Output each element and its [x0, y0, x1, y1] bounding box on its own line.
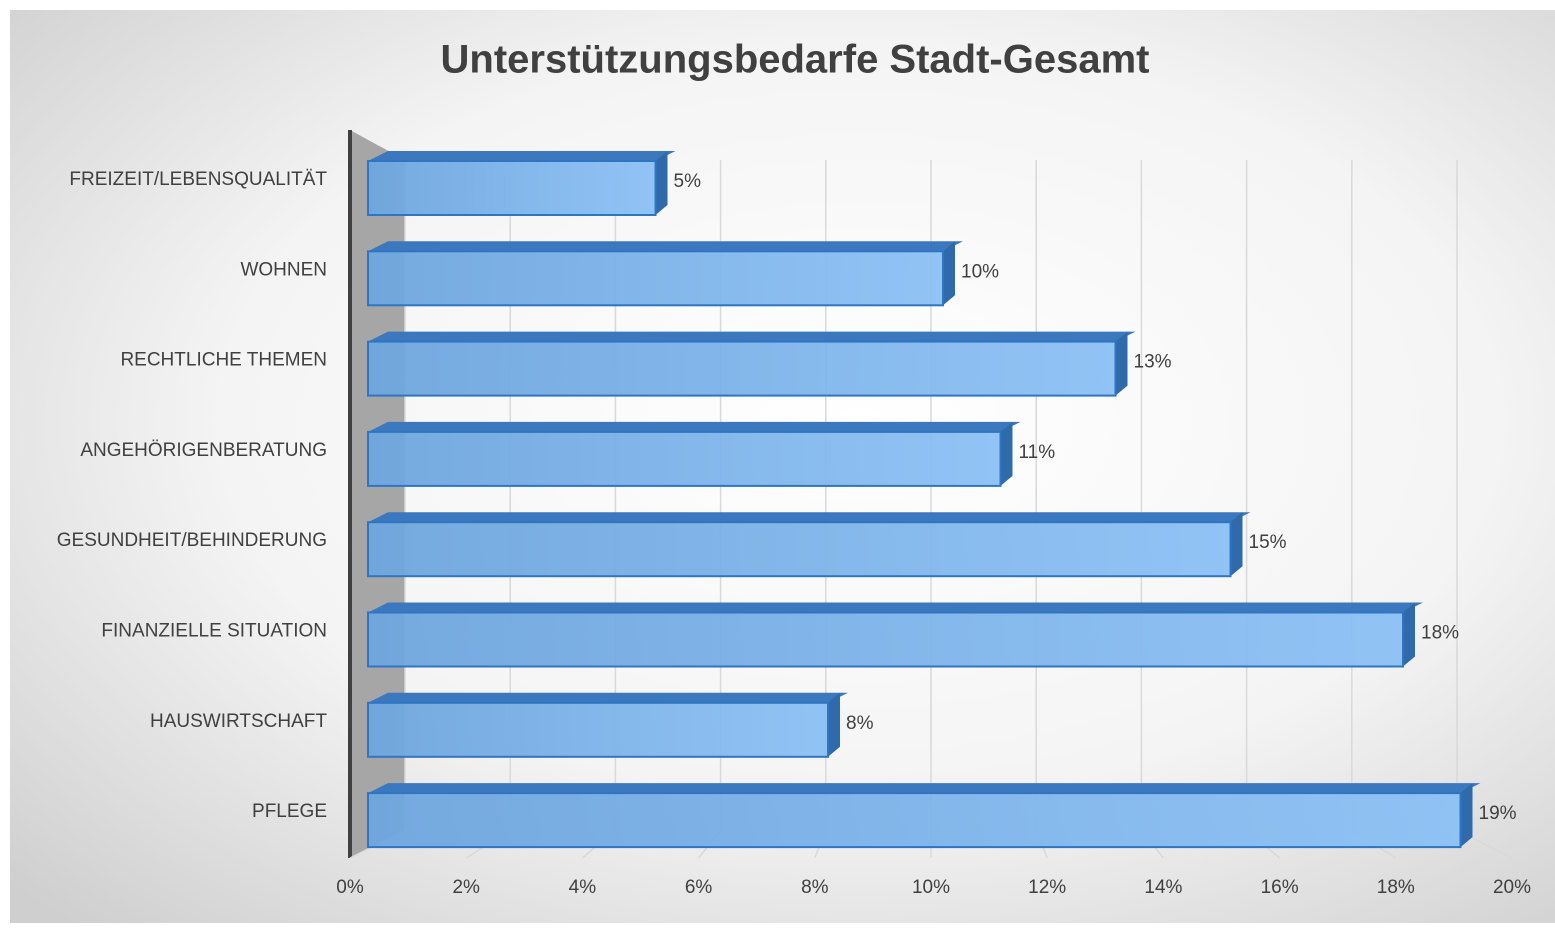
x-tick-label: 14% — [1144, 877, 1182, 898]
y-tick-label: RECHTLICHE THEMEN — [120, 350, 327, 371]
y-tick-label: ANGEHÖRIGENBERATUNG — [80, 440, 327, 461]
data-label: 10% — [961, 261, 999, 282]
x-tick-label: 16% — [1261, 877, 1299, 898]
y-tick-label: HAUSWIRTSCHAFT — [150, 711, 327, 732]
y-tick-label: PFLEGE — [252, 801, 327, 822]
bar-end — [1115, 331, 1128, 396]
x-tick-label: 8% — [801, 877, 829, 898]
data-label: 15% — [1249, 532, 1287, 553]
bar — [367, 521, 1232, 578]
x-tick-label: 0% — [336, 877, 364, 898]
data-label: 8% — [846, 713, 874, 734]
bar-top — [368, 692, 848, 703]
bar-top — [368, 421, 1021, 432]
data-label: 13% — [1134, 352, 1172, 373]
bar-end — [1000, 421, 1013, 486]
data-label: 18% — [1421, 623, 1459, 644]
x-tick-label: 12% — [1028, 877, 1066, 898]
bar-top — [368, 783, 1481, 794]
bar-end — [1460, 783, 1473, 848]
bar — [367, 160, 657, 216]
y-tick-label: FINANZIELLE SITUATION — [101, 621, 327, 642]
bar-end — [1230, 512, 1243, 577]
x-tick-label: 6% — [685, 877, 713, 898]
bar — [367, 701, 829, 758]
x-tick-label: 18% — [1377, 877, 1415, 898]
bar-top — [368, 241, 963, 252]
y-tick-label: GESUNDHEIT/BEHINDERUNG — [57, 530, 327, 551]
bar-end — [655, 151, 668, 215]
y-tick-label: WOHNEN — [240, 259, 327, 280]
bar — [367, 430, 1002, 487]
bar-end — [943, 241, 955, 306]
data-label: 5% — [674, 171, 702, 192]
x-tick-label: 10% — [912, 877, 950, 898]
x-tick-label: 20% — [1493, 877, 1531, 898]
bar — [367, 250, 944, 307]
bar-end — [828, 692, 840, 757]
bar-top — [368, 602, 1423, 613]
bar-top — [368, 331, 1136, 342]
bar — [367, 611, 1404, 668]
bar — [367, 340, 1117, 397]
y-tick-label: FREIZEIT/LEBENSQUALITÄT — [69, 169, 327, 190]
bar-top — [368, 151, 676, 161]
side-wall — [350, 130, 405, 858]
chart-title: Unterstützungsbedarfe Stadt-Gesamt — [441, 38, 1150, 82]
data-label: 11% — [1019, 442, 1056, 463]
bar-top — [368, 512, 1251, 523]
data-label: 19% — [1479, 803, 1517, 824]
x-tick-label: 2% — [452, 877, 480, 898]
x-tick-label: 4% — [569, 877, 597, 898]
bar — [367, 792, 1462, 849]
bar-end — [1403, 602, 1415, 667]
